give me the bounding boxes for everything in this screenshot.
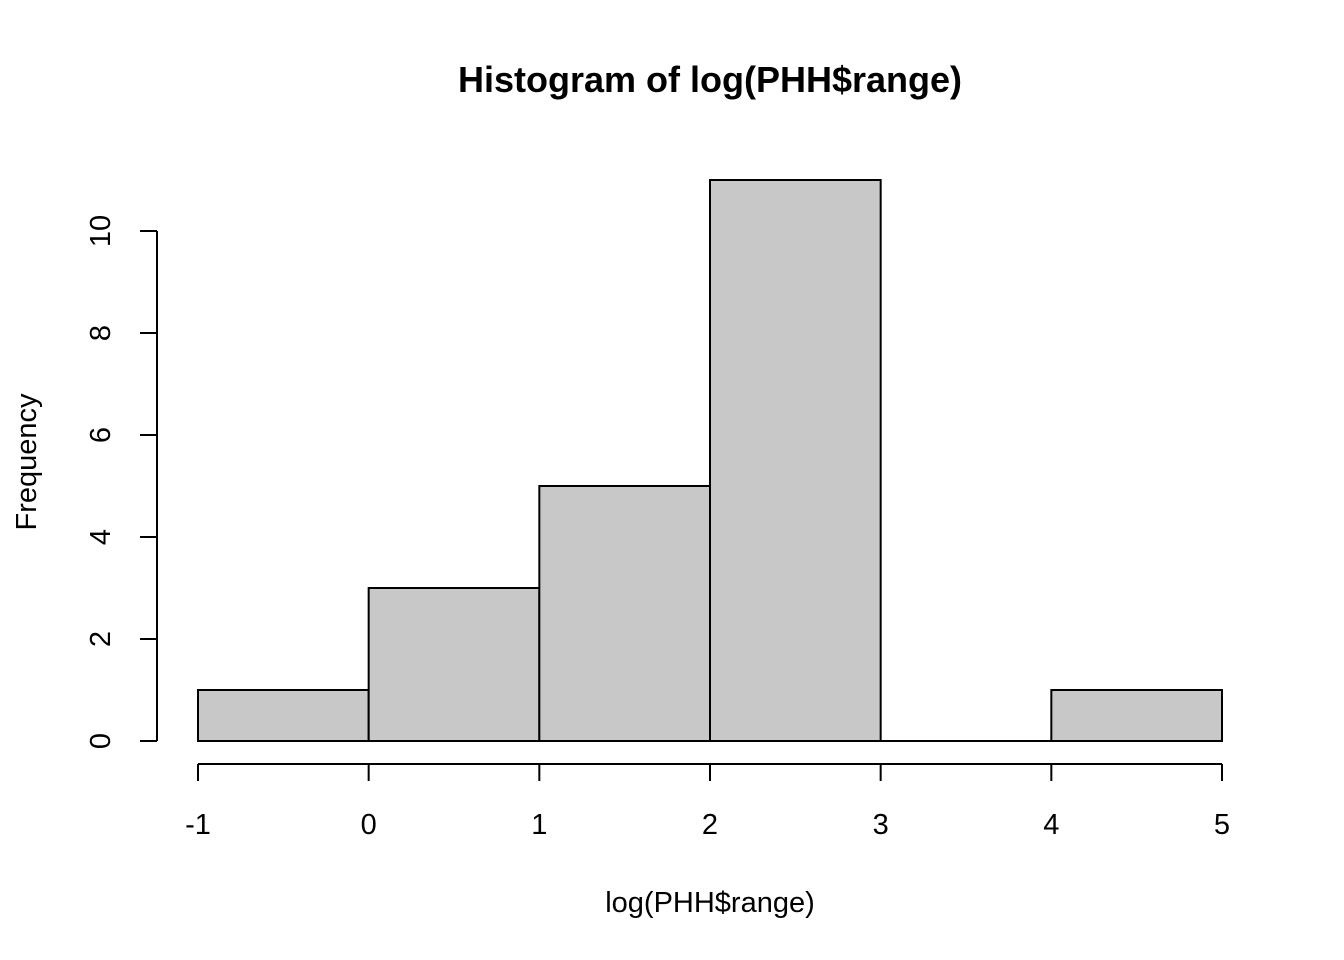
bars-group xyxy=(197,179,1224,742)
x-tick-label: -1 xyxy=(185,809,211,841)
histogram-bar-3 xyxy=(709,179,882,742)
x-tick-label: 4 xyxy=(1043,809,1059,841)
histogram-bar-1 xyxy=(367,587,541,742)
x-tick-label: 3 xyxy=(873,809,889,841)
y-tick-label: 4 xyxy=(85,529,117,545)
y-axis-label: Frequency xyxy=(11,393,43,531)
x-tick-label: 1 xyxy=(531,809,547,841)
y-tick-label: 0 xyxy=(85,733,117,749)
x-tick-label: 2 xyxy=(702,809,718,841)
y-axis: 0 2 4 6 8 10 xyxy=(85,215,158,749)
y-tick-label: 10 xyxy=(85,215,117,247)
x-tick-label: 0 xyxy=(361,809,377,841)
x-axis: -1 0 1 2 3 4 5 xyxy=(185,763,1230,841)
histogram-bar-2 xyxy=(538,485,711,742)
y-tick-label: 8 xyxy=(85,325,117,341)
y-tick-label: 6 xyxy=(85,427,117,443)
chart-title: Histogram of log(PHH$range) xyxy=(458,59,962,100)
y-tick-label: 2 xyxy=(85,631,117,647)
x-axis-label: log(PHH$range) xyxy=(605,887,815,919)
histogram-bar-0 xyxy=(197,689,370,742)
x-tick-label: 5 xyxy=(1214,809,1230,841)
histogram-bar-5 xyxy=(1050,689,1224,742)
